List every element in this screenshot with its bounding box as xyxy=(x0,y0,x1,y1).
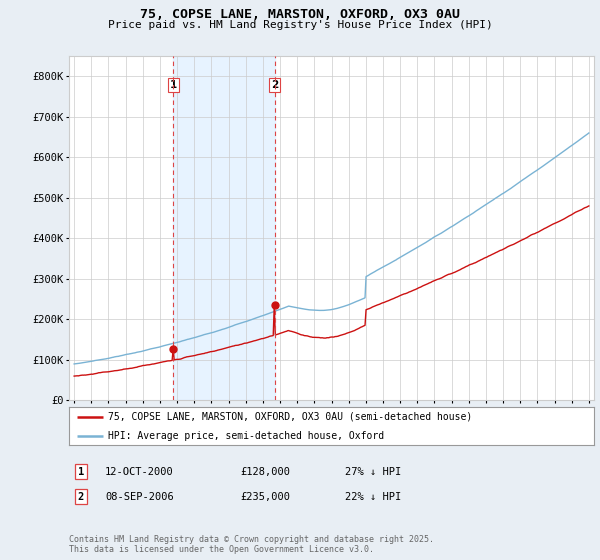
Text: 1: 1 xyxy=(170,80,177,90)
Text: This data is licensed under the Open Government Licence v3.0.: This data is licensed under the Open Gov… xyxy=(69,545,374,554)
Text: 22% ↓ HPI: 22% ↓ HPI xyxy=(345,492,401,502)
Text: 75, COPSE LANE, MARSTON, OXFORD, OX3 0AU (semi-detached house): 75, COPSE LANE, MARSTON, OXFORD, OX3 0AU… xyxy=(109,412,473,422)
Text: 1: 1 xyxy=(78,466,84,477)
Bar xyxy=(173,56,275,400)
Text: 2: 2 xyxy=(78,492,84,502)
Text: 12-OCT-2000: 12-OCT-2000 xyxy=(105,466,174,477)
Text: Price paid vs. HM Land Registry's House Price Index (HPI): Price paid vs. HM Land Registry's House … xyxy=(107,20,493,30)
Text: Contains HM Land Registry data © Crown copyright and database right 2025.: Contains HM Land Registry data © Crown c… xyxy=(69,535,434,544)
Text: HPI: Average price, semi-detached house, Oxford: HPI: Average price, semi-detached house,… xyxy=(109,431,385,441)
Text: 75, COPSE LANE, MARSTON, OXFORD, OX3 0AU: 75, COPSE LANE, MARSTON, OXFORD, OX3 0AU xyxy=(140,8,460,21)
Text: 08-SEP-2006: 08-SEP-2006 xyxy=(105,492,174,502)
Text: £128,000: £128,000 xyxy=(240,466,290,477)
Text: 2: 2 xyxy=(271,80,278,90)
Text: £235,000: £235,000 xyxy=(240,492,290,502)
Text: 27% ↓ HPI: 27% ↓ HPI xyxy=(345,466,401,477)
